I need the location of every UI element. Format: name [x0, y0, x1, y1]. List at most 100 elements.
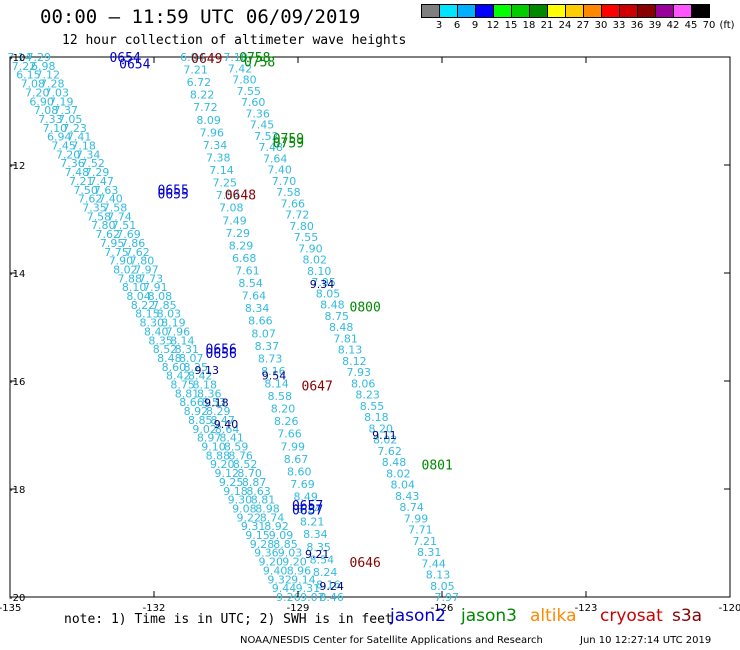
- swh-value: 8.48: [320, 299, 345, 312]
- swh-value: 7.80: [91, 219, 116, 232]
- swh-value: 8.14: [264, 378, 289, 391]
- swh-value: 7.29: [85, 166, 110, 179]
- swh-value: 8.37: [255, 340, 280, 353]
- legend-bin-label: 36: [630, 20, 644, 31]
- swh-value: 7.97: [134, 263, 159, 276]
- swh-value: 8.10: [307, 265, 332, 278]
- swh-value: 8.20: [271, 403, 296, 416]
- swh-value: 7.45: [250, 119, 275, 132]
- swh-value: 7.12: [36, 69, 61, 82]
- swh-value: 8.05: [316, 287, 341, 300]
- lon-tick-label: -129: [287, 603, 310, 614]
- swh-value: 7.28: [40, 78, 65, 91]
- swh-value: 7.85: [152, 299, 177, 312]
- swh-value: 9.28: [250, 538, 275, 551]
- swh-value: 8.48: [382, 456, 407, 469]
- swh-value: 7.80: [232, 74, 257, 87]
- swh-value: 7.48: [259, 141, 284, 154]
- swh-value: 7.66: [281, 197, 306, 210]
- legend-bin-label: 18: [522, 20, 536, 31]
- swh-value: 7.21: [183, 64, 208, 77]
- swh-value-high: 9.11: [372, 429, 397, 442]
- lat-tick-label: -12: [9, 161, 25, 172]
- swh-value: 8.21: [300, 516, 325, 529]
- swh-value: 7.10: [223, 51, 248, 64]
- swh-value: 7.45: [51, 140, 76, 153]
- swh-value: 7.20: [56, 148, 81, 161]
- track-west-b: 7.296.987.127.287.037.197.377.057.237.41…: [27, 51, 325, 604]
- swh-value: 9.07: [300, 591, 325, 604]
- swh-value: 7.72: [193, 101, 218, 114]
- swh-value: 8.66: [248, 315, 273, 328]
- pass-time-label: 0654: [119, 57, 150, 72]
- swh-value: 8.53: [201, 396, 226, 409]
- swh-value: 7.37: [53, 104, 78, 117]
- swh-value: 8.02: [113, 263, 138, 276]
- swh-value: 8.02: [373, 434, 398, 447]
- lat-tick-label: -20: [9, 593, 25, 604]
- swh-value: 8.20: [369, 422, 394, 435]
- legend-unit: (ft): [719, 20, 735, 31]
- swh-value: 7.72: [285, 209, 310, 222]
- swh-value: 7.99: [404, 512, 429, 525]
- map-axes: -135 -132 -129 -126 -123 -120 -10 -12 -14 -16 -18 -…: [0, 53, 740, 614]
- swh-value: 7.40: [267, 164, 292, 177]
- swh-value: 7.47: [89, 175, 114, 188]
- swh-value: 8.07: [179, 352, 204, 365]
- swh-value: 8.31: [175, 343, 200, 356]
- pass-time-label: 0800: [350, 300, 381, 315]
- swh-value: 6.94: [47, 131, 72, 144]
- swh-value: 7.95: [311, 276, 336, 289]
- swh-value: 7.81: [333, 332, 358, 345]
- swh-value: 8.22: [131, 299, 156, 312]
- pass-time-label: 0801: [422, 459, 453, 474]
- swh-highlight-marks: 9.34 9.13 9.54 9.18 9.40 9.11 9.21 9.24: [195, 278, 397, 593]
- pass-time-label: 0758: [244, 55, 275, 70]
- swh-value: 6.90: [29, 95, 54, 108]
- pass-time-label: 0759: [273, 132, 304, 147]
- pass-time-label: 0758: [239, 51, 270, 66]
- swh-value: 7.35: [82, 201, 107, 214]
- pass-time-label: 0759: [273, 136, 304, 151]
- swh-value: 8.26: [274, 415, 299, 428]
- swh-value: 8.96: [287, 564, 312, 577]
- swh-value: 9.32: [267, 573, 292, 586]
- swh-value: 7.64: [263, 152, 288, 165]
- swh-value: 8.42: [188, 370, 213, 383]
- swh-value: 8.46: [319, 591, 344, 604]
- swh-value: 9.44: [272, 582, 297, 595]
- swh-value: 7.62: [377, 445, 402, 458]
- swh-value: 9.40: [263, 564, 288, 577]
- satellite-label-jason2: jason2: [390, 606, 446, 626]
- swh-value: 7.62: [78, 193, 103, 206]
- swh-value: 8.07: [251, 327, 276, 340]
- map-border: [9, 56, 731, 598]
- swh-value: 8.34: [303, 528, 328, 541]
- swh-value: 6.15: [16, 69, 41, 82]
- swh-value: 8.10: [122, 281, 147, 294]
- swh-value: 7.25: [213, 177, 238, 190]
- swh-value: 8.75: [170, 379, 195, 392]
- swh-value: 9.20: [210, 458, 235, 471]
- legend-bin-label: 12: [486, 20, 500, 31]
- swh-value: 8.02: [303, 254, 328, 267]
- swh-value: 8.19: [161, 317, 186, 330]
- swh-value: 7.71: [408, 524, 433, 537]
- lat-tick-label: -16: [9, 377, 25, 388]
- swh-value: 8.04: [126, 290, 151, 303]
- swh-value: 8.59: [224, 441, 249, 454]
- swh-value: 7.42: [228, 62, 253, 75]
- swh-value: 9.10: [201, 441, 226, 454]
- swh-value: 8.63: [246, 485, 271, 498]
- page-subtitle: 12 hour collection of altimeter wave hei…: [62, 33, 407, 48]
- swh-value: 8.81: [251, 494, 276, 507]
- swh-value: 7.70: [272, 175, 297, 188]
- legend-bin-label: 15: [504, 20, 518, 31]
- swh-value: 7.21: [69, 175, 94, 188]
- swh-value: 8.97: [197, 432, 222, 445]
- map-frame: [9, 56, 731, 598]
- swh-value: 9.30: [228, 494, 253, 507]
- swh-value: 6.68: [232, 252, 257, 265]
